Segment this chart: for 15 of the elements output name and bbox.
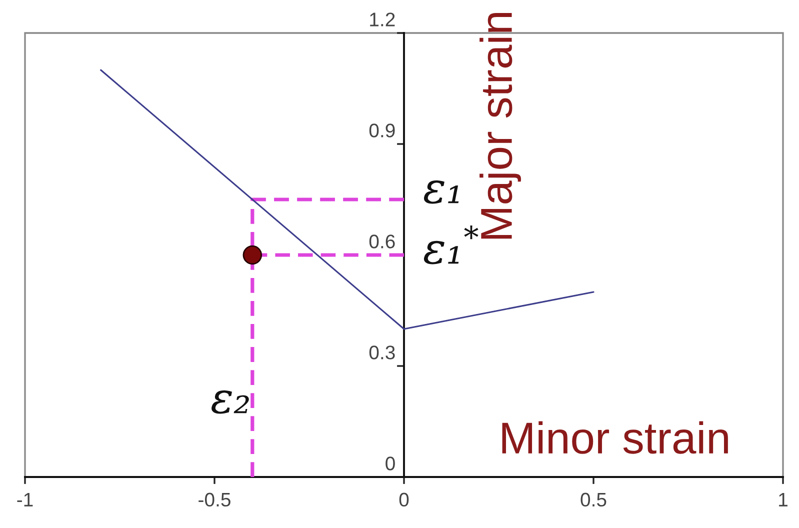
annotation: ε₁$^{*}$ <box>424 225 478 264</box>
annotation: ε₁ <box>424 180 459 204</box>
y-tick-label: 0.9 <box>369 124 395 138</box>
y-axis-title: Major strain <box>480 13 521 239</box>
y-tick-label: 1.2 <box>370 12 395 26</box>
annotation: ε₂ <box>212 390 249 414</box>
y-tick-label: 0.6 <box>369 234 395 248</box>
x-tick-label: 0.5 <box>580 492 606 507</box>
x-axis-title: Minor strain <box>502 421 728 454</box>
y-tick-label: 0.3 <box>369 346 395 360</box>
x-tick-label: 0 <box>399 492 409 507</box>
y-tick-label: 0 <box>386 456 395 470</box>
x-tick-label: -0.5 <box>198 492 230 507</box>
x-tick-label: 1 <box>779 492 788 506</box>
x-tick-label: -1 <box>17 492 33 506</box>
